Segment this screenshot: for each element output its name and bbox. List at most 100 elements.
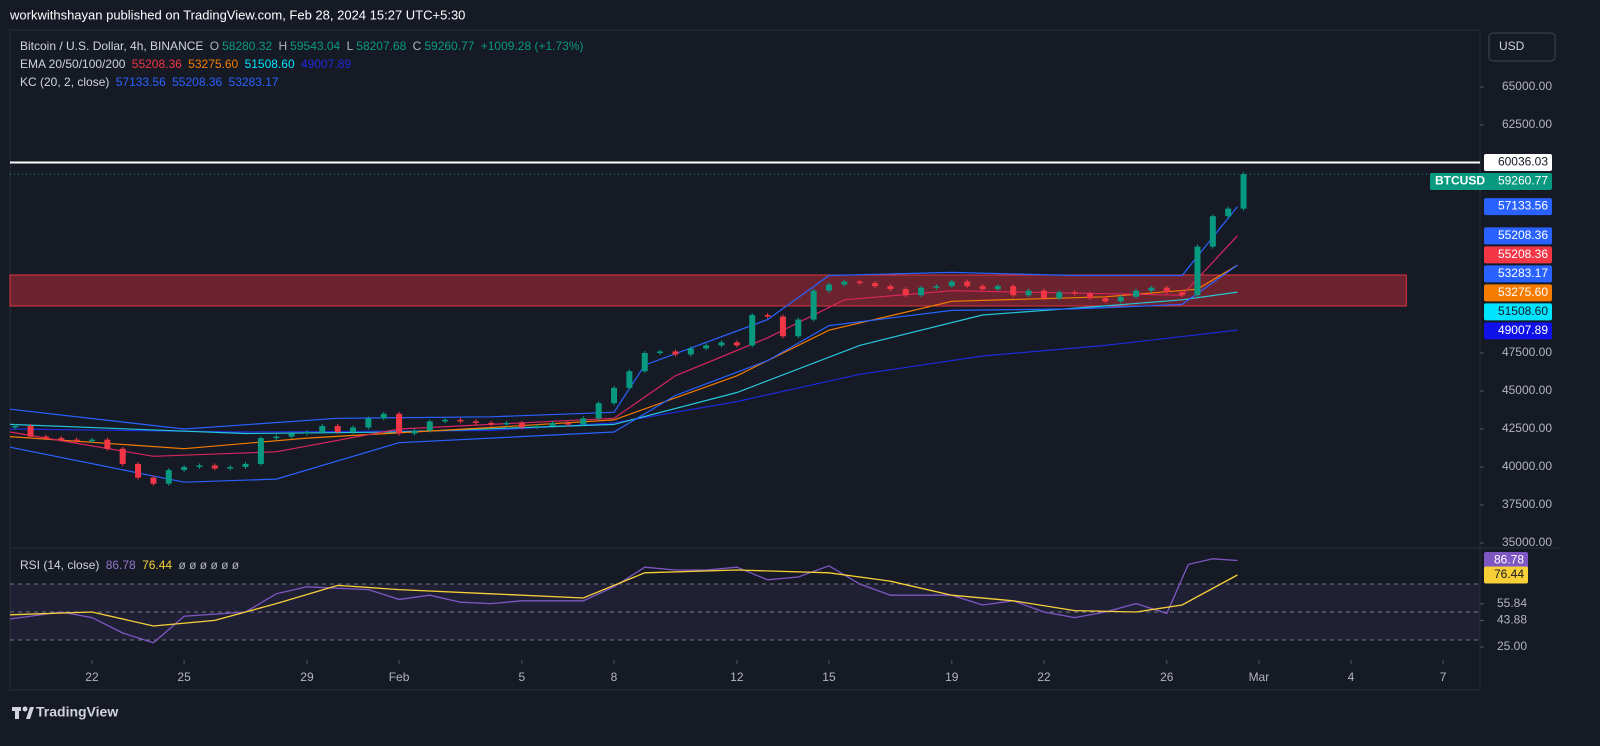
candle — [718, 342, 725, 346]
y-tick-label: 47500.00 — [1502, 345, 1552, 359]
price-label: 49007.89 — [1498, 323, 1548, 337]
candle — [196, 465, 203, 467]
kc-value: 57133.56 — [115, 75, 166, 89]
brand-logo — [12, 706, 34, 719]
candle — [733, 342, 740, 346]
y-tick-label: 55.84 — [1497, 596, 1527, 610]
rsi-ma-value: 76.44 — [142, 558, 173, 572]
candle — [135, 463, 142, 478]
price-label-box — [1484, 265, 1552, 283]
candle — [611, 387, 618, 404]
candle — [1056, 292, 1063, 299]
ohlc-value: 58280.32 — [222, 39, 273, 53]
candle — [211, 465, 218, 469]
candle — [641, 352, 648, 372]
candle — [257, 438, 264, 464]
kc-legend: KC (20, 2, close) 57133.56 55208.36 5328… — [20, 75, 282, 89]
rsi-extra: ø ø ø ø ø ø — [178, 558, 240, 572]
candle — [810, 290, 817, 320]
y-tick-label: 45000.00 — [1502, 383, 1552, 397]
candle — [918, 287, 925, 296]
candle — [150, 477, 157, 484]
candle — [1071, 292, 1078, 294]
ohlc-key: O — [209, 39, 220, 53]
candle — [503, 422, 510, 425]
ohlc-key: H — [278, 39, 288, 53]
candle — [288, 433, 295, 437]
candle — [58, 438, 65, 440]
y-tick-label: 40000.00 — [1502, 459, 1552, 473]
candle — [964, 281, 971, 287]
candle — [1179, 292, 1186, 296]
x-tick-label: Feb — [389, 670, 410, 684]
candle — [872, 283, 879, 287]
y-tick-label: 43.88 — [1497, 613, 1527, 627]
indicator-line — [9, 329, 1238, 433]
price-label: 60036.03 — [1498, 155, 1548, 169]
candle — [227, 466, 234, 469]
x-tick-label: 4 — [1348, 670, 1355, 684]
candle — [749, 314, 756, 346]
candle — [933, 286, 940, 288]
y-tick-label: 35000.00 — [1502, 535, 1552, 549]
candle — [396, 413, 403, 434]
candle — [119, 448, 126, 464]
candle — [795, 319, 802, 337]
x-tick-label: 26 — [1160, 670, 1174, 684]
candle — [350, 427, 357, 433]
candle — [672, 351, 679, 355]
price-label: 53283.17 — [1498, 266, 1548, 280]
x-tick-label: 22 — [1037, 670, 1051, 684]
candle — [979, 286, 986, 290]
x-tick-label: 15 — [822, 670, 836, 684]
ohlc-value: 59260.77 — [424, 39, 475, 53]
kc-value: 53283.17 — [228, 75, 279, 89]
kc-value: 55208.36 — [172, 75, 223, 89]
currency-button[interactable] — [1488, 32, 1556, 62]
change: +1009.28 (+1.73%) — [480, 39, 584, 53]
currency[interactable]: USD — [1499, 39, 1525, 53]
price-label-name: BTCUSD — [1435, 174, 1485, 188]
price-label-box — [1484, 246, 1552, 264]
candle — [380, 413, 387, 419]
candle — [73, 439, 80, 442]
candle — [442, 419, 449, 422]
candle — [657, 351, 664, 353]
x-tick-label: 5 — [519, 670, 526, 684]
candle — [365, 418, 372, 428]
ema-legend: EMA 20/50/100/200 55208.36 53275.60 5150… — [20, 57, 354, 71]
x-tick-label: 19 — [945, 670, 959, 684]
y-tick-label: 42500.00 — [1502, 421, 1552, 435]
price-label-box — [1484, 284, 1552, 302]
candle — [1087, 293, 1094, 299]
price-label-box — [1484, 303, 1552, 321]
ema-value: 49007.89 — [300, 57, 352, 71]
candle — [104, 439, 111, 449]
rsi-last-box — [1484, 566, 1528, 584]
candle — [948, 281, 955, 287]
candle — [88, 439, 95, 442]
y-tick-label: 37500.00 — [1502, 497, 1552, 511]
candle — [1117, 296, 1124, 302]
candle — [165, 470, 172, 484]
candle — [42, 436, 49, 439]
brand: TradingView — [36, 704, 118, 720]
symbol: Bitcoin / U.S. Dollar, 4h, BINANCE — [20, 39, 204, 53]
candle — [1163, 287, 1170, 293]
x-tick-label: Mar — [1249, 670, 1270, 684]
rsi-last-label: 86.78 — [1494, 553, 1524, 567]
candle — [303, 432, 310, 434]
indicator-line — [9, 264, 1238, 483]
ema-value: 51508.60 — [244, 57, 295, 71]
x-tick-label: 12 — [730, 670, 744, 684]
candle — [856, 281, 863, 284]
price-label-box — [1484, 227, 1552, 245]
candle — [27, 425, 34, 437]
candle — [825, 284, 832, 291]
candle — [779, 316, 786, 337]
candle — [626, 371, 633, 388]
price-label: 55208.36 — [1498, 228, 1548, 242]
x-tick-label: 29 — [300, 670, 314, 684]
y-tick-label: 25.00 — [1497, 639, 1527, 653]
